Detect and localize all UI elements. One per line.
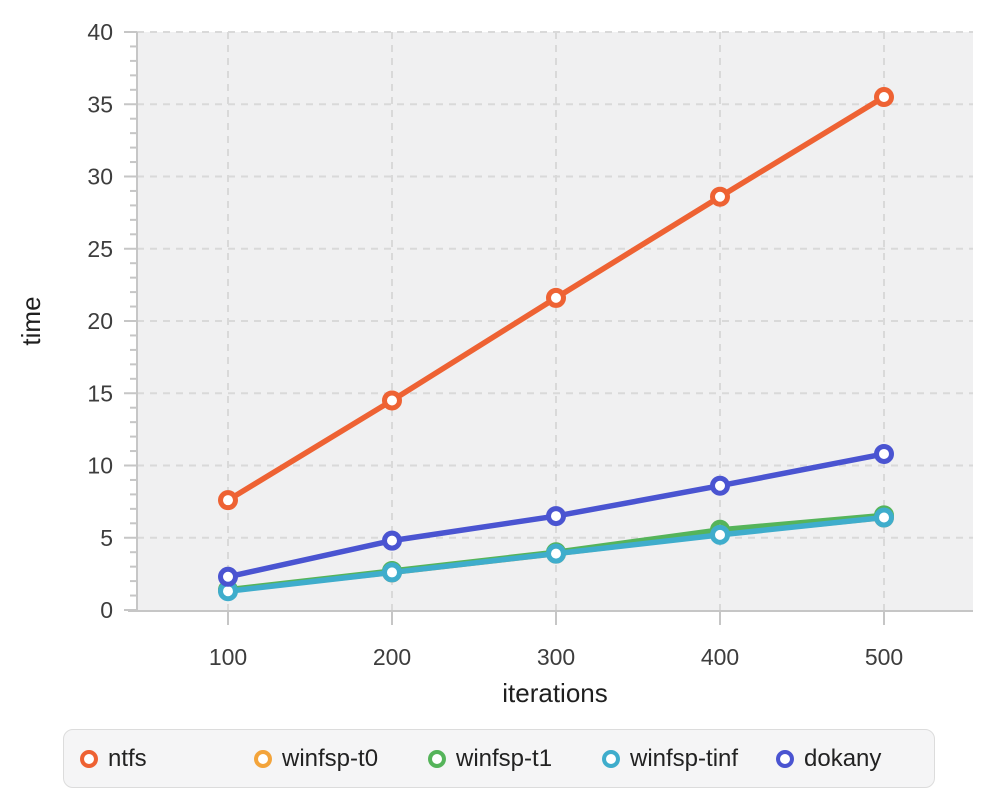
legend-marker-icon-winfsp-t0 — [254, 749, 272, 768]
y-tick-label-30: 30 — [87, 164, 113, 190]
legend-marker-icon-winfsp-t1 — [428, 749, 446, 768]
legend-marker-icon-winfsp-tinf — [602, 749, 620, 768]
x-axis-title: iterations — [502, 678, 608, 708]
legend-label-winfsp-t1: winfsp-t1 — [456, 744, 553, 772]
marker-winfsp-tinf-500 — [874, 507, 894, 528]
y-tick-label-15: 15 — [87, 380, 113, 406]
legend-label-ntfs: ntfs — [108, 744, 147, 772]
legend-label-dokany: dokany — [804, 744, 882, 772]
legend-item-winfsp-tinf[interactable]: winfsp-tinf — [586, 745, 760, 773]
y-tick-label-0: 0 — [100, 597, 113, 623]
legend-marker-icon-ntfs — [80, 749, 98, 768]
marker-dokany-400 — [710, 475, 730, 496]
marker-ntfs-400 — [710, 186, 730, 207]
legend: ntfs winfsp-t0 winfsp-t1 winfsp-tinf dokany — [63, 729, 935, 788]
y-tick-label-5: 5 — [100, 525, 113, 551]
x-tick-label-500: 500 — [865, 644, 903, 670]
marker-dokany-500 — [874, 443, 894, 464]
marker-dokany-300 — [546, 506, 566, 527]
marker-ntfs-500 — [874, 87, 894, 108]
marker-winfsp-tinf-200 — [382, 562, 402, 583]
x-tick-label-100: 100 — [209, 644, 247, 670]
marker-dokany-200 — [382, 530, 402, 551]
legend-item-winfsp-t1[interactable]: winfsp-t1 — [412, 745, 586, 773]
x-tick-label-400: 400 — [701, 644, 739, 670]
legend-label-winfsp-t0: winfsp-t0 — [282, 744, 379, 772]
y-tick-label-35: 35 — [87, 91, 113, 117]
x-tick-label-300: 300 — [537, 644, 575, 670]
legend-item-dokany[interactable]: dokany — [760, 745, 934, 773]
marker-ntfs-200 — [382, 390, 402, 411]
y-axis-title: time — [16, 296, 46, 345]
legend-item-ntfs[interactable]: ntfs — [64, 745, 238, 773]
marker-ntfs-300 — [546, 287, 566, 308]
y-tick-label-25: 25 — [87, 236, 113, 262]
marker-ntfs-100 — [218, 490, 238, 511]
legend-marker-icon-dokany — [776, 749, 794, 768]
marker-winfsp-tinf-300 — [546, 543, 566, 564]
y-tick-label-10: 10 — [87, 453, 113, 479]
line-chart: 0 5 10 15 20 25 30 35 40 100 200 300 400 500 time ite… — [16, 19, 973, 708]
marker-winfsp-tinf-400 — [710, 524, 730, 545]
y-tick-label-40: 40 — [87, 19, 113, 45]
x-tick-label-200: 200 — [373, 644, 411, 670]
legend-label-winfsp-tinf: winfsp-tinf — [630, 744, 739, 772]
legend-item-winfsp-t0[interactable]: winfsp-t0 — [238, 745, 412, 773]
marker-dokany-100 — [218, 566, 238, 587]
y-tick-label-20: 20 — [87, 308, 113, 334]
